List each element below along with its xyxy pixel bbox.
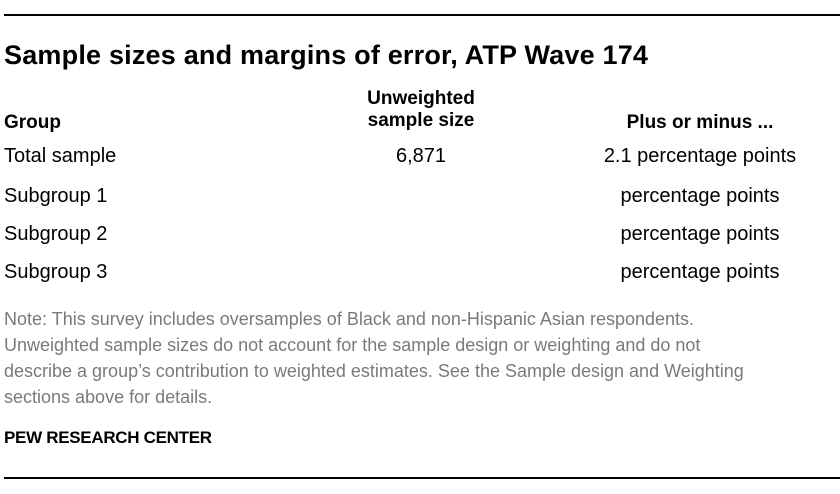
table-row: Subgroup 1 percentage points [0,185,840,223]
note-line: Unweighted sample sizes do not account f… [4,335,701,355]
source-credit: PEW RESEARCH CENTER [4,428,212,447]
cell-group: Subgroup 3 [4,261,108,283]
cell-margin-of-error: percentage points [620,261,780,283]
page-title: Sample sizes and margins of error, ATP W… [4,40,649,70]
table-row: Subgroup 3 percentage points [0,261,840,299]
table-row: Total sample 6,871 2.1 percentage points [0,145,840,183]
cell-group: Subgroup 2 [4,223,108,245]
note: Note: This survey includes oversamples o… [4,306,840,410]
cell-sample-size: 6,871 [395,145,447,167]
cell-group: Subgroup 1 [4,185,108,207]
cell-group: Total sample [4,145,117,167]
cell-margin-of-error: 2.1 percentage points [603,145,797,167]
cell-margin-of-error: percentage points [620,223,780,245]
column-header-unweighted-sample-size: Unweighted sample size [340,88,502,132]
table-row: Subgroup 2 percentage points [0,223,840,261]
header-line-2: sample size [367,110,475,131]
note-line: describe a group’s contribution to weigh… [4,361,744,381]
top-rule [4,14,840,16]
bottom-rule [4,477,840,479]
note-line: Note: This survey includes oversamples o… [4,309,695,329]
cell-margin-of-error: percentage points [620,185,780,207]
note-line: sections above for details. [4,387,213,407]
column-header-margin-of-error: Plus or minus ... [626,112,774,133]
column-header-group: Group [4,112,61,133]
header-line-1: Unweighted [367,88,475,109]
